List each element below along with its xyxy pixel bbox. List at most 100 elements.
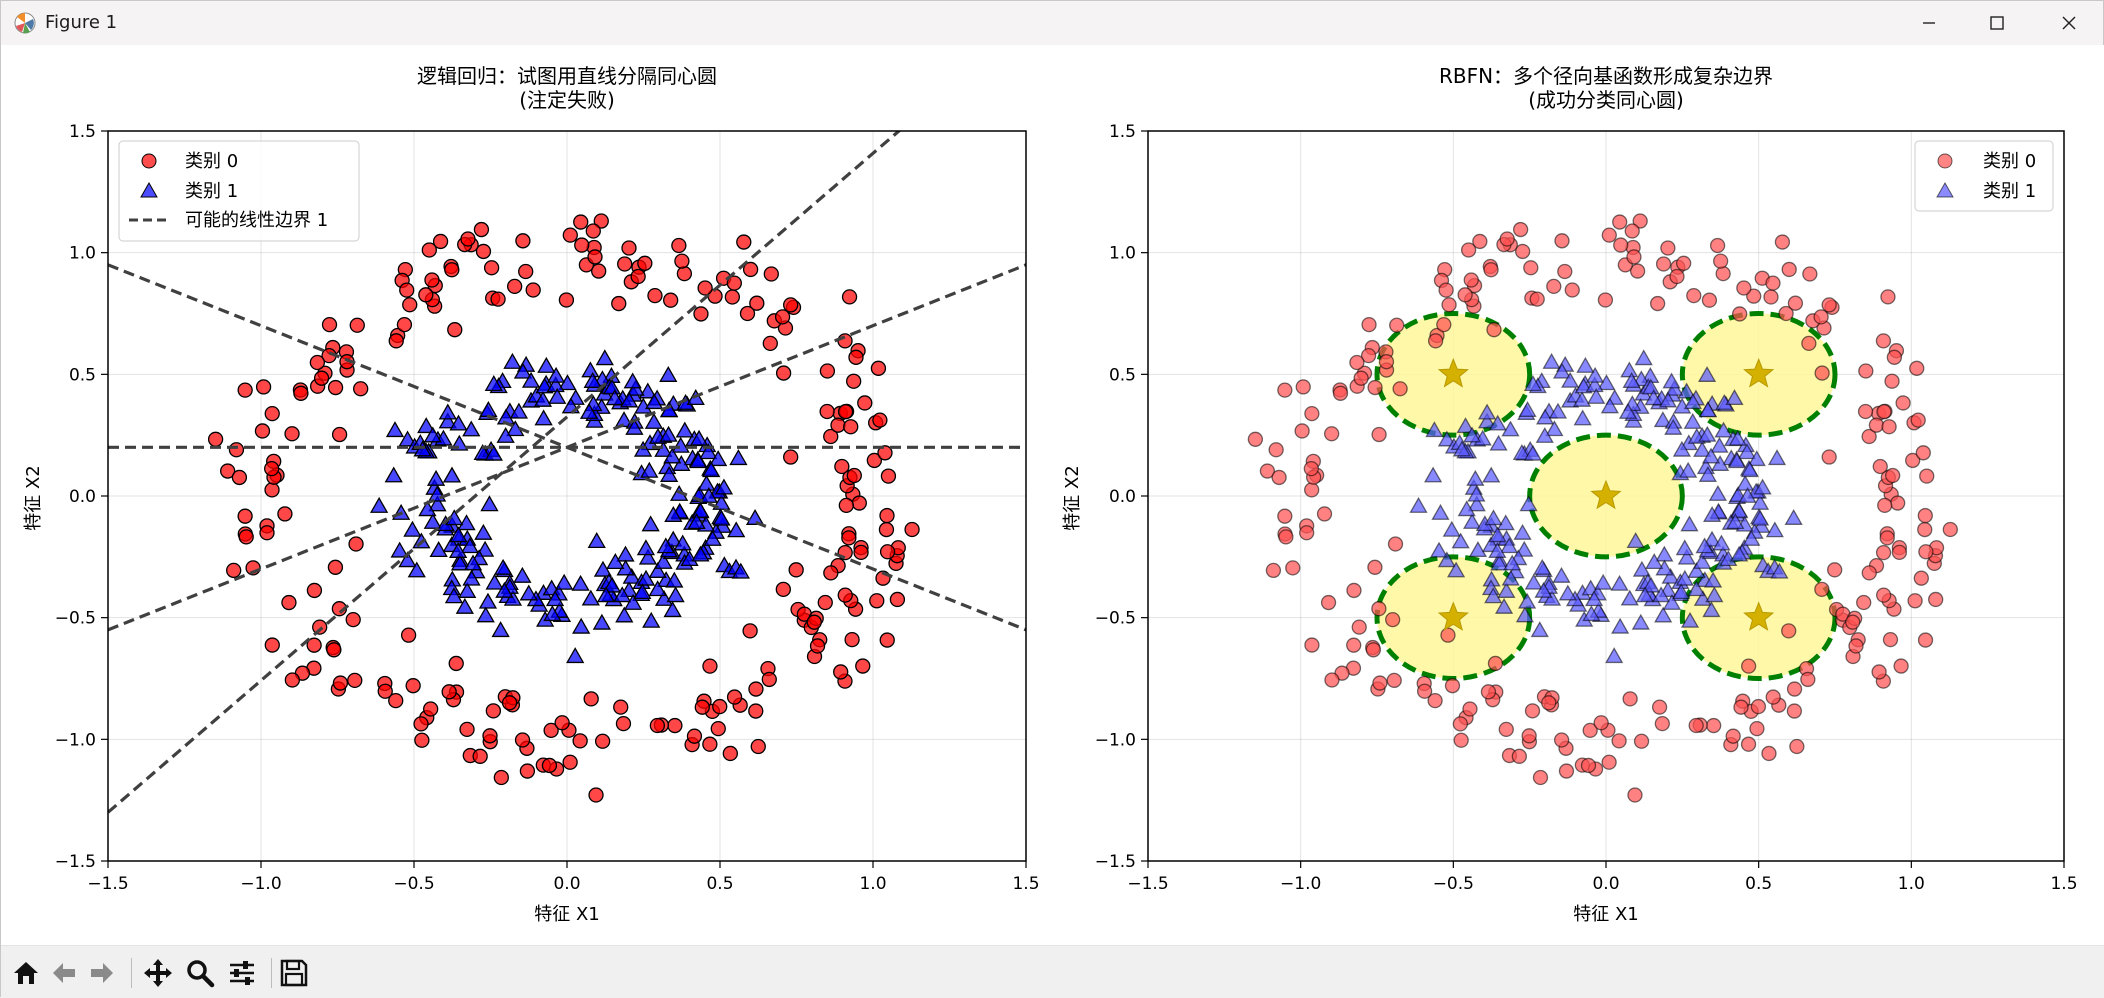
class1-point [642,611,661,628]
class1-point [1725,389,1744,406]
class1-point [1515,540,1534,557]
class0-point [904,521,920,538]
class0-point [400,627,417,643]
class0-point [841,530,857,546]
class0-point [809,638,826,654]
class0-point [1349,354,1365,371]
class1-point [1497,582,1516,598]
class1-point [595,349,614,366]
class0-point [332,675,349,691]
class1-point [1680,515,1699,532]
class0-point [726,689,743,705]
class0-point [843,419,859,435]
class1-point [426,469,446,486]
right-legend-class1: 类别 1 [1983,181,2036,202]
rbf-center-star [1437,357,1469,388]
class0-point [1893,658,1909,674]
y-tick-label: −1.0 [55,730,96,750]
class0-point [722,745,738,762]
class1-point [462,569,481,586]
pan-button[interactable] [139,954,177,992]
class0-point [671,237,687,254]
class0-point [1582,722,1598,739]
class0-point [1593,715,1609,731]
class1-point [1728,429,1747,446]
class0-point [1669,268,1685,285]
y-tick-label: 1.5 [1109,122,1136,142]
class1-point [1573,409,1592,426]
left-legend-class0: 类别 0 [185,151,238,172]
class0-point [475,243,492,260]
class1-point [1503,554,1522,571]
class1-point [1530,621,1549,638]
class0-point [1438,282,1454,298]
forward-button[interactable] [83,954,121,992]
right-legend-circle-marker [1937,153,1953,169]
class1-point [1742,529,1761,546]
class0-point [621,240,637,256]
close-button[interactable] [2035,1,2103,45]
class1-point [689,452,708,469]
back-button[interactable] [45,954,83,992]
class0-point [1787,295,1804,311]
class0-point [448,655,464,672]
class1-point [625,418,644,435]
toolbar-separator [131,958,132,988]
class1-point [1680,611,1700,628]
class1-point [712,509,731,526]
class0-point [870,360,887,376]
class0-point [1856,594,1872,611]
maximize-icon [1990,16,2004,30]
class1-point [1654,606,1673,623]
class1-point [623,372,642,389]
class1-point [1594,573,1613,590]
class1-point [1496,514,1515,531]
class0-point [306,582,323,599]
class0-point [1740,736,1757,752]
zoom-button[interactable] [181,954,219,992]
class0-point [1781,623,1797,639]
class1-point [493,558,513,575]
class1-point [1651,586,1671,603]
class1-point [438,412,457,429]
class1-point [1634,349,1653,366]
class0-point [1733,699,1749,715]
maximize-button[interactable] [1963,1,2031,45]
class1-point [1552,362,1572,379]
class0-point [1765,275,1781,291]
class0-point [1463,272,1479,288]
class0-point [1332,385,1349,401]
class0-point [1875,544,1892,561]
class1-point [1437,551,1456,568]
class1-point [1523,444,1543,461]
class0-point [1861,428,1877,445]
class1-point [592,613,612,630]
class0-point [1360,347,1377,364]
class0-point [1789,738,1805,755]
class1-point [1701,447,1721,464]
class1-point [1664,418,1683,435]
class0-point [405,678,421,694]
class0-point [514,732,531,748]
class0-point [1441,297,1457,313]
minimize-button[interactable] [1895,1,1963,45]
class0-point [321,316,338,333]
class1-point [1644,389,1663,406]
class1-point [480,495,499,512]
class1-point [555,573,574,590]
class0-point [1814,581,1830,597]
home-button[interactable] [7,954,45,992]
class1-point [1488,414,1507,431]
configure-subplots-button[interactable] [223,954,261,992]
save-button[interactable] [275,954,313,992]
class1-point [664,530,683,547]
class0-point [264,482,280,498]
class1-point [1687,580,1706,597]
class1-point [1535,426,1554,443]
class0-point [220,463,236,479]
class0-point [866,452,882,469]
class1-point [656,537,675,554]
class0-point [1886,349,1903,365]
class1-point [731,562,750,579]
class0-point [1427,333,1444,349]
